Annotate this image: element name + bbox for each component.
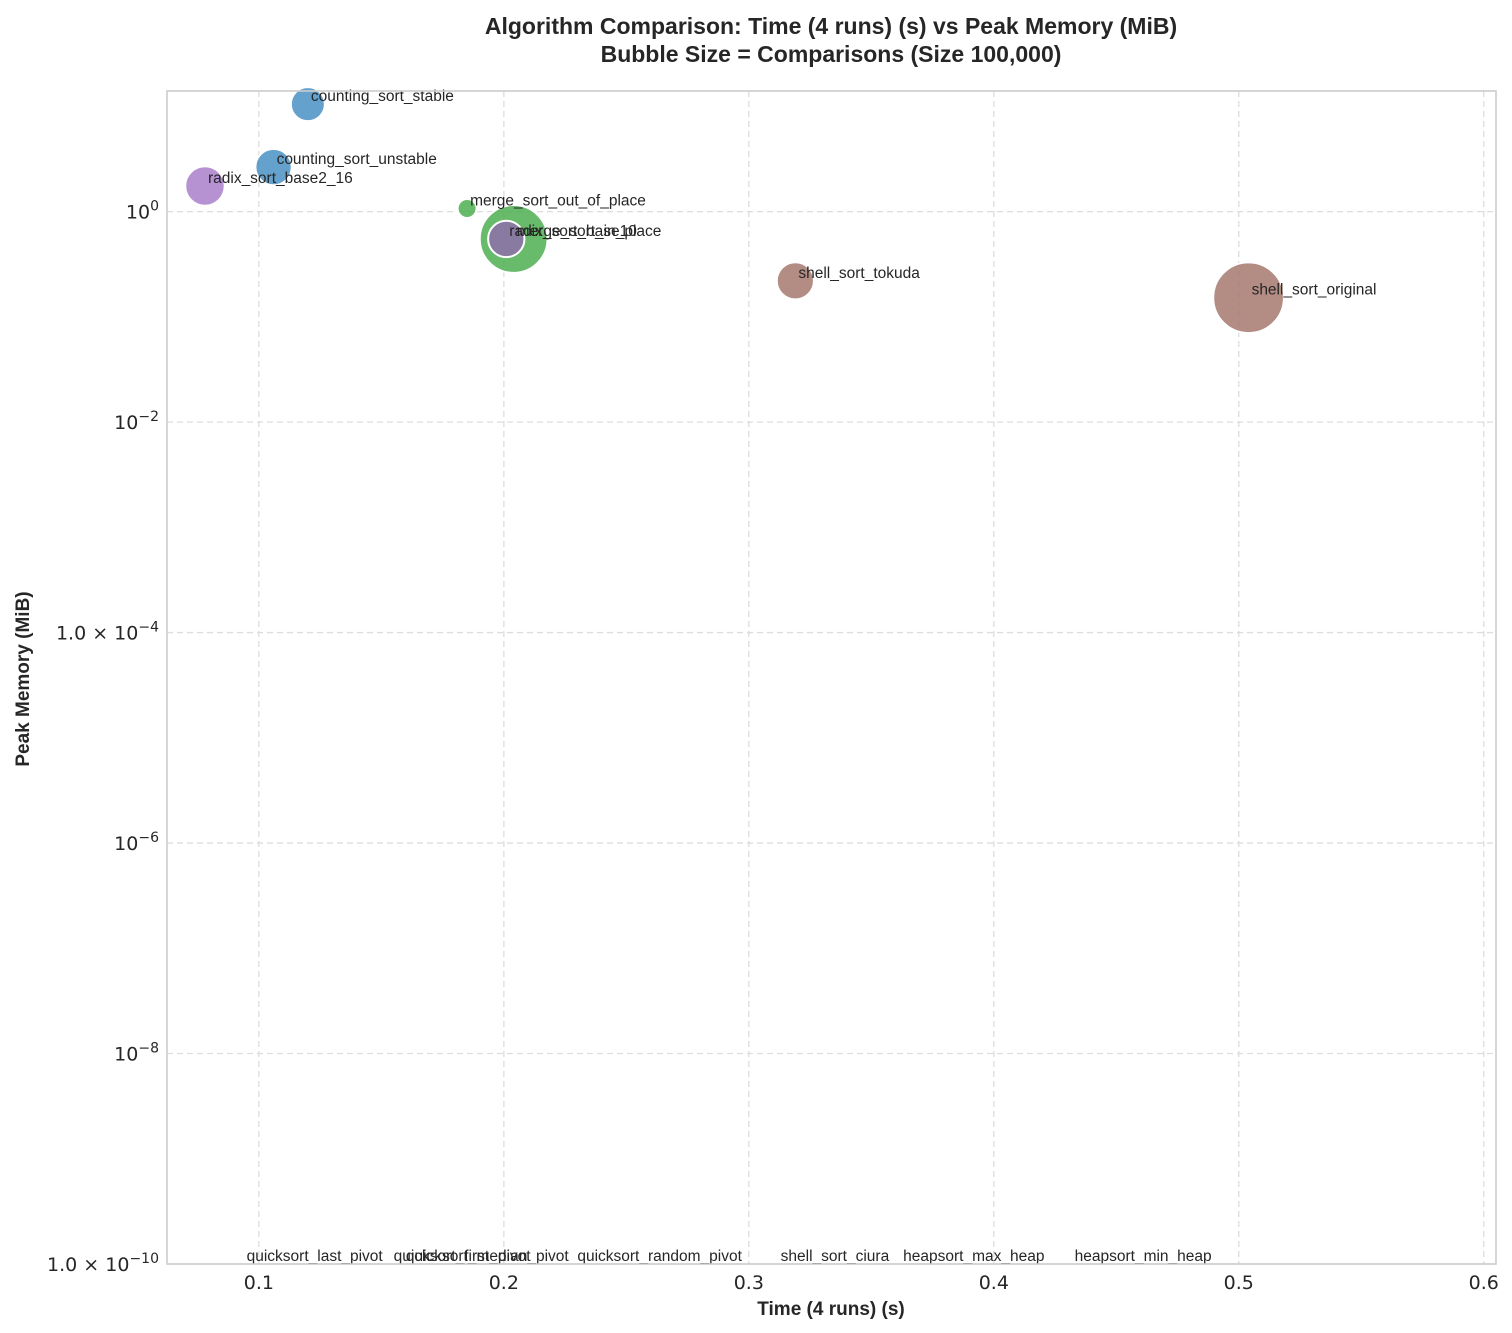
y-axis-label: Peak Memory (MiB) — [13, 591, 34, 766]
point-label-quicksort-median-pivot: quicksort_median_pivot — [406, 1248, 570, 1265]
point-label-radix-sort-base10: radix_sort_base10 — [509, 223, 637, 240]
point-label-merge-sort-in-place: merge_sort_in_place — [517, 223, 662, 240]
point-label-quicksort-random-pivot: quicksort_random_pivot — [577, 1248, 742, 1265]
y-tick-label: 10−2 — [114, 409, 159, 434]
point-label-shell-sort-tokuda: shell_sort_tokuda — [798, 265, 920, 282]
bubble-counting-sort-stable — [289, 86, 326, 123]
bubble-shell-sort-tokuda — [775, 261, 815, 301]
x-tick-label: 0.6 — [1469, 1272, 1499, 1294]
plot-frame — [166, 90, 1497, 1265]
chart-subtitle: Bubble Size = Comparisons (Size 100,000) — [601, 41, 1062, 67]
y-tick-label: 100 — [126, 199, 159, 224]
y-tick-label: 10−6 — [114, 830, 159, 855]
y-tick-label: 1.0 × 10−4 — [56, 620, 159, 645]
bubble-radix-sort-base10 — [487, 219, 526, 259]
chart-title: Algorithm Comparison: Time (4 runs) (s) … — [485, 13, 1177, 39]
point-label-quicksort-last-pivot: quicksort_last_pivot — [247, 1248, 384, 1265]
x-axis-label: Time (4 runs) (s) — [757, 1299, 904, 1320]
tick-labels-layer: 0.1 0.2 0.3 0.4 0.5 0.6 100 10−2 1.0 × 10−4 10−6 1… — [47, 199, 1499, 1294]
bubble-shell-sort-original — [1212, 261, 1285, 335]
x-tick-label: 0.5 — [1224, 1272, 1254, 1294]
y-tick-label: 1.0 × 10−10 — [47, 1251, 159, 1276]
point-label-heapsort-max-heap: heapsort_max_heap — [903, 1248, 1044, 1265]
point-label-radix-sort-base2-16: radix_sort_base2_16 — [208, 170, 353, 187]
x-tick-label: 0.2 — [489, 1272, 519, 1294]
x-tick-label: 0.1 — [244, 1272, 274, 1294]
bubble-radix-sort-base2-16 — [184, 165, 226, 207]
x-tick-label: 0.4 — [979, 1272, 1009, 1294]
point-label-merge-sort-out-of-place: merge_sort_out_of_place — [470, 193, 646, 210]
point-label-quicksort-first-pivot: quicksort_first_pivot — [394, 1248, 532, 1265]
bubble-merge-sort-out-of-place — [456, 198, 478, 220]
point-label-heapsort-min-heap: heapsort_min_heap — [1075, 1248, 1212, 1265]
point-label-shell-sort-original: shell_sort_original — [1252, 282, 1377, 299]
x-tick-label: 0.3 — [734, 1272, 764, 1294]
points-layer — [184, 86, 1285, 335]
point-labels-layer: counting_sort_stable counting_sort_unstab… — [208, 88, 1377, 1265]
point-label-counting-sort-stable: counting_sort_stable — [311, 88, 454, 105]
y-tick-label: 10−8 — [114, 1041, 159, 1066]
point-label-counting-sort-unstable: counting_sort_unstable — [277, 151, 437, 168]
bubble-counting-sort-unstable — [254, 147, 293, 187]
point-label-shell-sort-ciura: shell_sort_ciura — [781, 1248, 890, 1265]
